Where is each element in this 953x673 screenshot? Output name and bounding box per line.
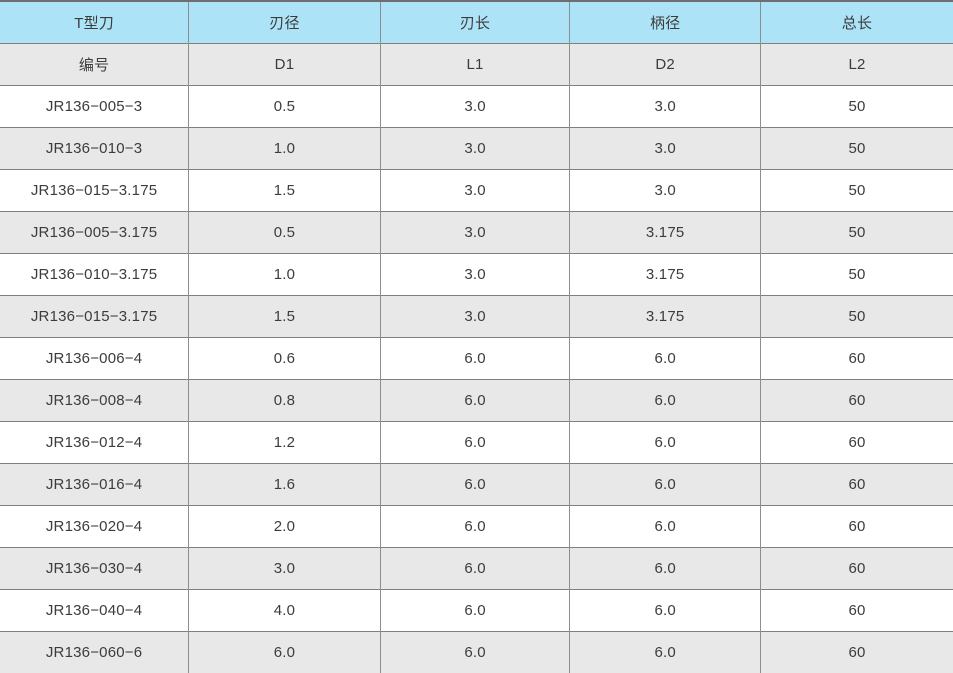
cell-d1: 1.5 — [188, 168, 381, 211]
cell-d1: 2.0 — [188, 504, 381, 547]
table-row: JR136−005−3 0.5 3.0 3.0 50 — [0, 84, 953, 127]
cell-d2: 3.175 — [569, 294, 761, 337]
cell-part-number: JR136−060−6 — [0, 630, 189, 673]
cell-l2: 60 — [759, 546, 953, 589]
cell-d1: 1.2 — [188, 420, 381, 463]
header-cell-d2: D2 — [569, 42, 761, 85]
cell-d1: 3.0 — [188, 546, 381, 589]
cell-d2: 6.0 — [569, 420, 761, 463]
cell-l1: 6.0 — [379, 630, 570, 673]
cell-d1: 1.0 — [188, 126, 381, 169]
cell-l2: 60 — [759, 630, 953, 673]
table-row: JR136−010−3 1.0 3.0 3.0 50 — [0, 126, 953, 169]
cell-d2: 3.0 — [569, 84, 761, 127]
header-cell-l2: L2 — [759, 42, 953, 85]
cell-d1: 0.5 — [188, 210, 381, 253]
cell-d2: 3.0 — [569, 126, 761, 169]
cell-l1: 3.0 — [379, 168, 570, 211]
table-row: JR136−006−4 0.6 6.0 6.0 60 — [0, 336, 953, 379]
header-cell-d1: D1 — [188, 42, 381, 85]
table-row: JR136−020−4 2.0 6.0 6.0 60 — [0, 504, 953, 547]
cell-l1: 6.0 — [379, 504, 570, 547]
cell-d1: 0.6 — [188, 336, 381, 379]
table-row: JR136−040−4 4.0 6.0 6.0 60 — [0, 588, 953, 631]
cell-part-number: JR136−020−4 — [0, 504, 189, 547]
header-cell-shank-diameter: 柄径 — [569, 0, 761, 43]
table-row: JR136−015−3.175 1.5 3.0 3.175 50 — [0, 294, 953, 337]
cell-l2: 50 — [759, 252, 953, 295]
cell-d2: 6.0 — [569, 630, 761, 673]
cell-l2: 60 — [759, 336, 953, 379]
cell-l1: 6.0 — [379, 378, 570, 421]
cell-l1: 3.0 — [379, 294, 570, 337]
cell-d1: 4.0 — [188, 588, 381, 631]
header-cell-blade-diameter: 刃径 — [188, 0, 381, 43]
table-row: JR136−010−3.175 1.0 3.0 3.175 50 — [0, 252, 953, 295]
cell-l2: 50 — [759, 126, 953, 169]
cell-l1: 3.0 — [379, 126, 570, 169]
cell-l1: 6.0 — [379, 336, 570, 379]
cell-l1: 6.0 — [379, 420, 570, 463]
cell-d2: 6.0 — [569, 588, 761, 631]
cell-part-number: JR136−005−3.175 — [0, 210, 189, 253]
cell-d1: 0.5 — [188, 84, 381, 127]
cell-d2: 6.0 — [569, 378, 761, 421]
cell-d2: 6.0 — [569, 504, 761, 547]
cell-l1: 3.0 — [379, 84, 570, 127]
cell-l1: 3.0 — [379, 210, 570, 253]
cell-d2: 6.0 — [569, 336, 761, 379]
cell-l2: 60 — [759, 378, 953, 421]
cell-part-number: JR136−010−3 — [0, 126, 189, 169]
cell-d2: 3.175 — [569, 210, 761, 253]
cell-l2: 60 — [759, 462, 953, 505]
cell-d1: 6.0 — [188, 630, 381, 673]
cell-l2: 60 — [759, 588, 953, 631]
table-row: JR136−015−3.175 1.5 3.0 3.0 50 — [0, 168, 953, 211]
cell-d2: 3.0 — [569, 168, 761, 211]
table-row: JR136−016−4 1.6 6.0 6.0 60 — [0, 462, 953, 505]
header-cell-part-number: 编号 — [0, 42, 189, 85]
table-row: JR136−060−6 6.0 6.0 6.0 60 — [0, 630, 953, 673]
cell-l2: 50 — [759, 210, 953, 253]
cell-d2: 3.175 — [569, 252, 761, 295]
table-row: JR136−005−3.175 0.5 3.0 3.175 50 — [0, 210, 953, 253]
header-cell-tool-type: T型刀 — [0, 0, 189, 43]
cell-l2: 60 — [759, 420, 953, 463]
cell-part-number: JR136−030−4 — [0, 546, 189, 589]
cell-l2: 50 — [759, 84, 953, 127]
cell-l1: 6.0 — [379, 588, 570, 631]
cell-l1: 6.0 — [379, 546, 570, 589]
cell-part-number: JR136−016−4 — [0, 462, 189, 505]
cell-part-number: JR136−040−4 — [0, 588, 189, 631]
header-row-chinese: T型刀 刃径 刃长 柄径 总长 — [0, 0, 953, 43]
table-row: JR136−008−4 0.8 6.0 6.0 60 — [0, 378, 953, 421]
cell-part-number: JR136−006−4 — [0, 336, 189, 379]
cell-part-number: JR136−010−3.175 — [0, 252, 189, 295]
header-row-symbols: 编号 D1 L1 D2 L2 — [0, 42, 953, 85]
header-cell-blade-length: 刃长 — [379, 0, 570, 43]
cell-l2: 50 — [759, 294, 953, 337]
cell-d2: 6.0 — [569, 462, 761, 505]
cell-part-number: JR136−015−3.175 — [0, 294, 189, 337]
table-body: JR136−005−3 0.5 3.0 3.0 50 JR136−010−3 1.0 3.0 3… — [0, 84, 953, 673]
cell-d1: 0.8 — [188, 378, 381, 421]
cell-l2: 60 — [759, 504, 953, 547]
cell-l2: 50 — [759, 168, 953, 211]
header-cell-total-length: 总长 — [759, 0, 953, 43]
cell-d1: 1.0 — [188, 252, 381, 295]
cell-l1: 6.0 — [379, 462, 570, 505]
cell-l1: 3.0 — [379, 252, 570, 295]
cell-d2: 6.0 — [569, 546, 761, 589]
table-row: JR136−030−4 3.0 6.0 6.0 60 — [0, 546, 953, 589]
header-cell-l1: L1 — [379, 42, 570, 85]
cell-part-number: JR136−005−3 — [0, 84, 189, 127]
cell-d1: 1.5 — [188, 294, 381, 337]
cell-part-number: JR136−008−4 — [0, 378, 189, 421]
cell-d1: 1.6 — [188, 462, 381, 505]
table-row: JR136−012−4 1.2 6.0 6.0 60 — [0, 420, 953, 463]
cell-part-number: JR136−015−3.175 — [0, 168, 189, 211]
cell-part-number: JR136−012−4 — [0, 420, 189, 463]
